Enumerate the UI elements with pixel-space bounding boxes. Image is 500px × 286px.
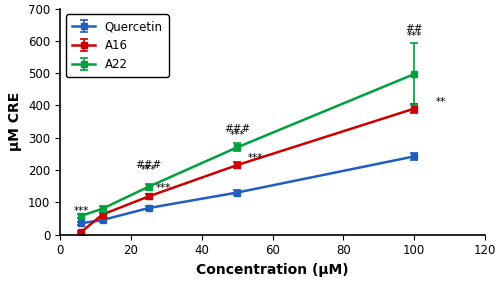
Text: ***: *** [230, 130, 245, 140]
Text: ***: *** [248, 152, 263, 162]
Legend: Quercetin, A16, A22: Quercetin, A16, A22 [66, 15, 169, 77]
Text: **: ** [436, 97, 446, 107]
Text: ***: *** [406, 31, 422, 41]
Text: ###: ### [136, 160, 162, 170]
Text: ##: ## [406, 24, 423, 34]
X-axis label: Concentration (μM): Concentration (μM) [196, 263, 349, 277]
Y-axis label: μM CRE: μM CRE [8, 92, 22, 151]
Text: ***: *** [156, 182, 171, 192]
Text: ***: *** [74, 206, 89, 216]
Text: ***: *** [141, 166, 156, 175]
Text: ###: ### [224, 124, 250, 134]
